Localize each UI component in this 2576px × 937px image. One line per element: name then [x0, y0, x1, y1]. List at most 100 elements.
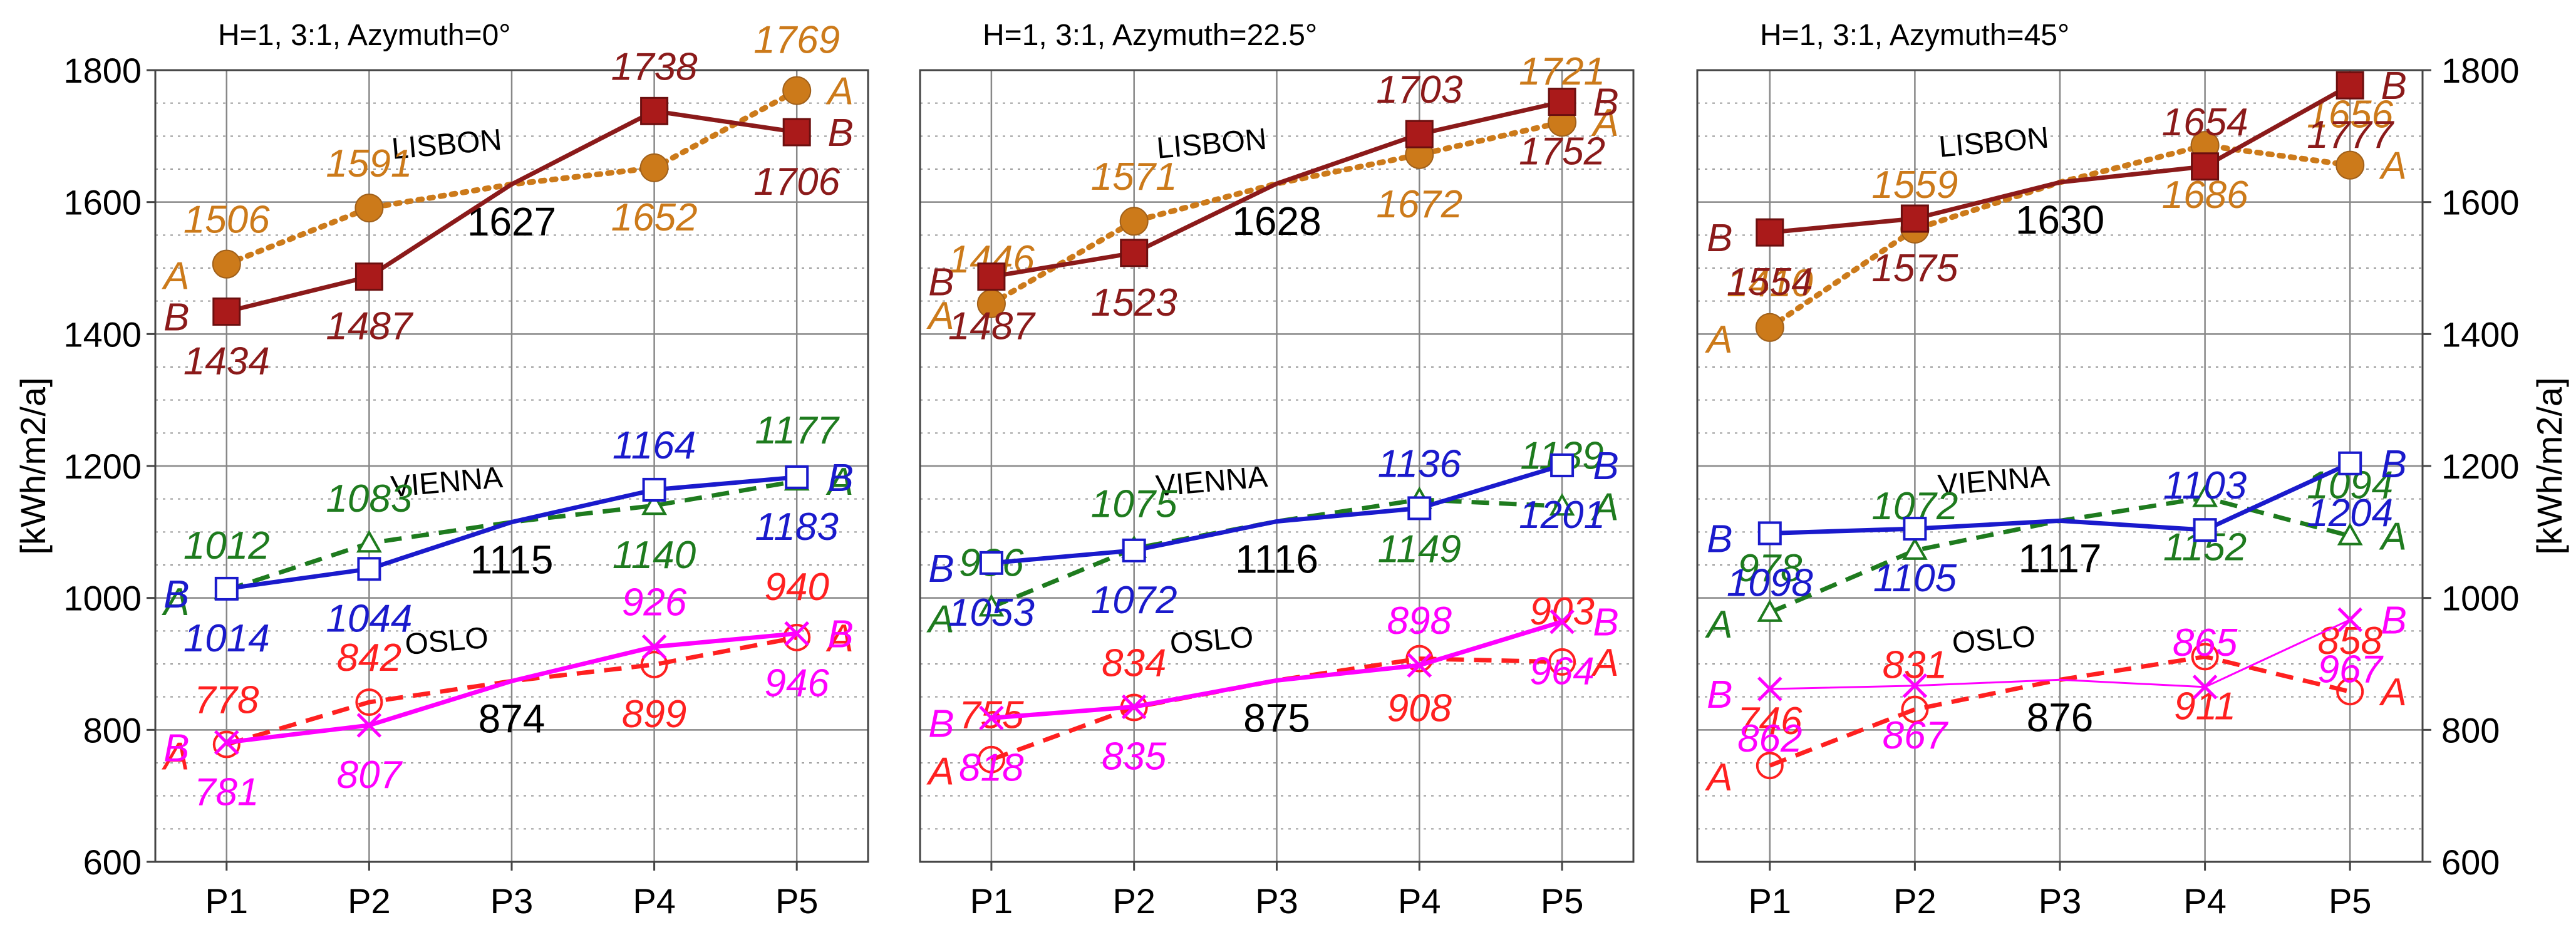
series-oslo-b: 818 835 898 964 B B — [928, 599, 1619, 789]
chart-panel-2: H=1, 3:1, Azymuth=22.5°P1 P2 P3 P4 P5LISBON1… — [919, 19, 1635, 921]
data-value-label: 1575 — [1871, 247, 1958, 290]
data-point-marker — [2335, 150, 2365, 180]
data-point-marker — [1756, 218, 1784, 247]
y-tick-label: 1800 — [63, 51, 142, 90]
series-vienna-a: 1012 1083 1140 1177 A A — [161, 409, 854, 624]
variant-letter: A — [161, 581, 189, 624]
y-tick-label: 1000 — [63, 579, 142, 618]
data-point-marker — [1122, 538, 1146, 562]
middle-value-label: 1630 — [2015, 197, 2104, 242]
series-line — [991, 463, 1563, 566]
panel-title: H=1, 3:1, Azymuth=22.5° — [983, 19, 1317, 52]
y-tick-label: 600 — [2441, 842, 2500, 882]
data-point-marker — [2191, 152, 2220, 181]
data-value-label: 1506 — [184, 199, 270, 242]
data-point-marker — [1550, 453, 1575, 477]
data-value-label: 1044 — [326, 597, 412, 640]
data-value-label: 1177 — [755, 409, 841, 452]
data-value-label: 1201 — [1519, 494, 1605, 537]
series-line — [991, 100, 1563, 279]
data-point-marker — [1757, 676, 1782, 701]
city-label: OSLO — [403, 621, 490, 661]
chart-panel-3: H=1, 3:1, Azymuth=45° P1 P2 P3 P4 P5 600 800 100… — [1696, 19, 2569, 921]
middle-value-label: 874 — [478, 696, 546, 741]
x-tick-label: P1 — [205, 881, 249, 921]
data-value-label: 1103 — [2163, 464, 2247, 507]
data-value-label: 1652 — [611, 196, 698, 239]
variant-letter: A — [926, 750, 954, 794]
data-point-marker — [1901, 695, 1929, 723]
x-tick-label: P2 — [348, 881, 391, 921]
data-value-label: 1523 — [1091, 281, 1177, 324]
chart-panel-1: H=1, 3:1, Azymuth=0° P1 P2 P3 P4 P5 600 800 1000… — [13, 19, 869, 921]
data-value-label: 1752 — [1519, 130, 1605, 173]
variant-letter: A — [825, 70, 854, 113]
data-point-marker — [1121, 694, 1147, 720]
series-line — [988, 119, 1565, 307]
data-value-label: 807 — [337, 753, 403, 797]
data-value-label: 1721 — [1519, 50, 1605, 93]
data-point-marker — [2337, 607, 2362, 633]
data-value-label: 1571 — [1091, 155, 1177, 199]
series-line — [226, 631, 797, 745]
variant-letter: B — [163, 727, 189, 770]
data-value-label: 946 — [764, 662, 829, 705]
y-axis-label: [kWh/m2/a] — [13, 377, 53, 554]
middle-value-label: 1117 — [2019, 536, 2102, 581]
data-point-marker — [640, 651, 668, 679]
y-tick-label: 600 — [83, 842, 142, 882]
data-point-marker — [1407, 653, 1432, 678]
data-value-label: 1183 — [755, 505, 839, 549]
data-value-label: 1769 — [753, 19, 840, 62]
data-value-label: 1204 — [2307, 492, 2393, 535]
series-oslo-a: 778 842 899 940 A A — [161, 566, 854, 779]
data-value-label: 940 — [764, 566, 829, 609]
data-point-marker — [1120, 239, 1149, 267]
x-tick-label: P1 — [1749, 881, 1792, 921]
data-value-label: 1654 — [2162, 101, 2248, 144]
series-line — [225, 108, 797, 314]
variant-letter: B — [2381, 65, 2407, 108]
data-point-marker — [641, 634, 667, 660]
data-point-marker — [785, 465, 809, 489]
x-tick-label: P2 — [1112, 881, 1156, 921]
data-point-marker — [977, 262, 1006, 291]
series-lisbon-b: 1554 1575 1654 1777 B B — [1707, 65, 2407, 304]
variant-letter: B — [1707, 673, 1732, 717]
variant-letter: B — [2381, 443, 2407, 486]
data-value-label: 818 — [959, 746, 1024, 789]
data-value-label: 867 — [1883, 714, 1949, 757]
data-point-marker — [979, 705, 1004, 731]
panel-title: H=1, 3:1, Azymuth=0° — [218, 19, 510, 52]
data-value-label: 1083 — [326, 477, 412, 520]
variant-letter: A — [825, 460, 854, 504]
middle-value-label: 875 — [1243, 695, 1310, 740]
variant-letter: A — [2379, 145, 2407, 188]
data-point-marker — [1900, 204, 1929, 233]
data-value-label: 1164 — [613, 424, 696, 467]
data-point-marker — [784, 621, 809, 646]
data-point-marker — [782, 118, 811, 147]
y-tick-label: 1000 — [2441, 579, 2520, 618]
variant-letter: B — [1707, 217, 1732, 260]
y-tick-label: 800 — [2441, 710, 2500, 750]
data-point-marker — [1405, 645, 1434, 673]
data-point-marker — [1548, 88, 1576, 116]
x-tick-label: P3 — [2039, 881, 2082, 921]
data-value-label: 1105 — [1873, 557, 1957, 600]
variant-letter: A — [1590, 485, 1618, 529]
data-point-marker — [782, 76, 812, 105]
data-point-marker — [1549, 609, 1575, 634]
variant-letter: B — [1593, 81, 1618, 125]
data-value-label: 1434 — [184, 340, 270, 383]
data-value-label: 1487 — [948, 305, 1036, 348]
data-value-label: 1014 — [184, 617, 270, 660]
variant-letter: A — [926, 598, 954, 641]
data-point-marker — [1407, 496, 1432, 520]
data-point-marker — [2336, 678, 2364, 706]
x-tick-label: P5 — [775, 881, 819, 921]
data-point-marker — [2191, 643, 2219, 671]
variant-letter: A — [1590, 101, 1618, 145]
data-point-marker — [2335, 71, 2364, 100]
